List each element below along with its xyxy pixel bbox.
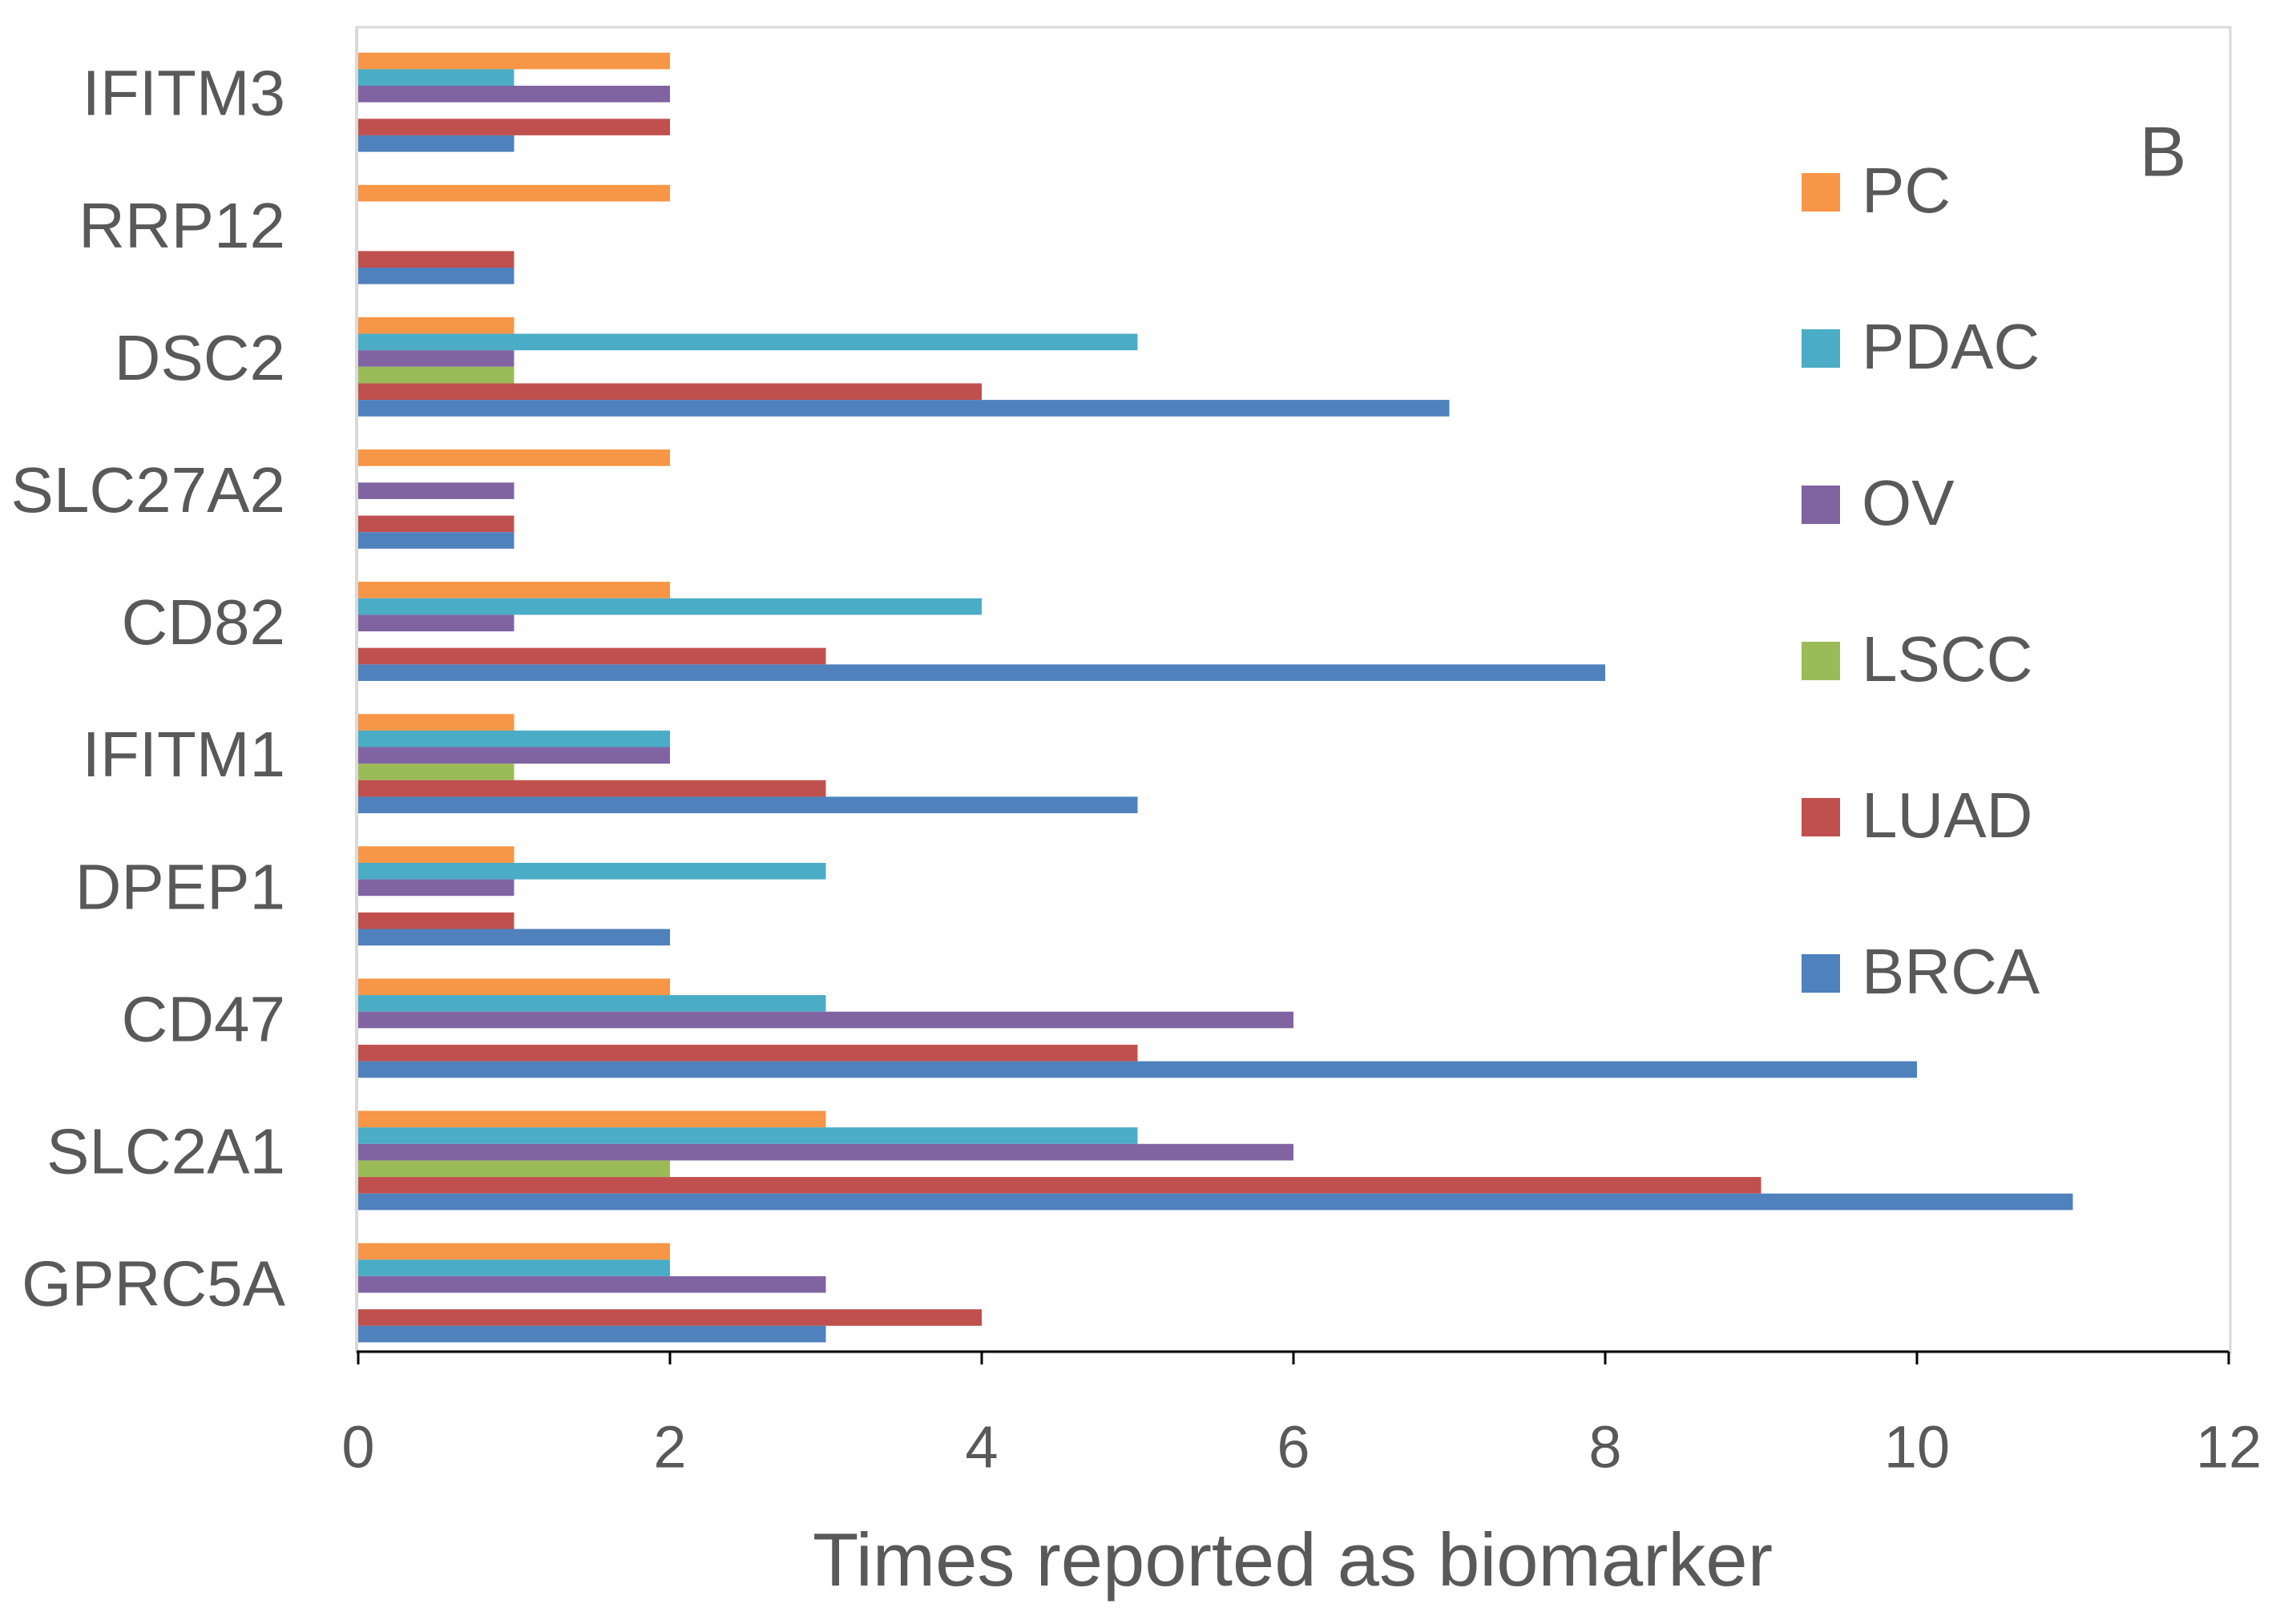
bar [358, 764, 515, 780]
panel-label: B [2140, 111, 2187, 191]
bar [358, 1110, 826, 1128]
bar [358, 85, 670, 103]
y-tick-label: DSC2 [115, 322, 285, 393]
bar [358, 400, 1450, 417]
bar [358, 268, 515, 284]
bar [358, 333, 1138, 351]
bar [358, 184, 670, 202]
bar [358, 747, 670, 764]
bar [358, 1061, 1917, 1078]
bar [358, 383, 982, 401]
legend-label: BRCA [1862, 936, 2040, 1007]
bar [358, 929, 670, 946]
bar [358, 730, 670, 748]
legend-swatch [1802, 173, 1840, 212]
legend-label: PDAC [1862, 311, 2040, 382]
x-tick-label: 0 [341, 1414, 374, 1481]
bar [358, 1011, 1293, 1029]
legend-label: PC [1862, 155, 1951, 226]
legend-swatch [1802, 954, 1840, 993]
bar [358, 796, 1138, 814]
bar [358, 1243, 670, 1260]
bar [358, 69, 515, 86]
legend-swatch [1802, 486, 1840, 524]
bar [358, 1275, 826, 1293]
legend-swatch [1802, 642, 1840, 680]
bar [358, 615, 515, 632]
bar [358, 1044, 1138, 1062]
y-tick-label: SLC2A1 [46, 1115, 285, 1187]
legend-swatch [1802, 798, 1840, 836]
y-tick-label: DPEP1 [75, 851, 285, 922]
y-tick-label: IFITM1 [83, 719, 285, 790]
bar [358, 714, 515, 731]
bar [358, 879, 515, 897]
y-tick-label: RRP12 [79, 190, 285, 261]
bar [358, 350, 515, 367]
x-tick-label: 6 [1277, 1414, 1309, 1481]
bar [358, 52, 670, 70]
bar [358, 515, 515, 533]
bar [358, 1325, 826, 1343]
bar [358, 912, 515, 929]
bar [358, 1127, 1138, 1144]
x-tick-label: 4 [965, 1414, 998, 1481]
x-tick-label: 2 [653, 1414, 686, 1481]
bar [358, 135, 515, 152]
legend-swatch [1802, 329, 1840, 368]
bar [358, 316, 515, 334]
bar [358, 978, 670, 996]
bar [358, 780, 826, 797]
bar [358, 1193, 2073, 1211]
bar [358, 366, 515, 384]
x-tick-label: 10 [1884, 1414, 1950, 1481]
bar [358, 664, 1605, 681]
y-tick-label: CD47 [121, 983, 285, 1054]
bar [358, 1177, 1761, 1194]
legend-label: LSCC [1862, 623, 2032, 695]
legend-label: LUAD [1862, 780, 2032, 851]
bar [358, 482, 515, 499]
bar [358, 995, 826, 1012]
bar [358, 1259, 670, 1276]
bar [358, 532, 515, 549]
x-tick-label: 12 [2196, 1414, 2262, 1481]
bar [358, 1309, 982, 1326]
x-tick-label: 8 [1588, 1414, 1621, 1481]
y-tick-label: GPRC5A [22, 1248, 286, 1320]
legend-label: OV [1862, 467, 1955, 538]
bar [358, 598, 982, 615]
x-axis-title: Times reported as biomarker [813, 1517, 1773, 1602]
bar [358, 846, 515, 863]
bar [358, 647, 826, 665]
bar [358, 251, 515, 268]
bar [358, 1160, 670, 1178]
y-tick-label: IFITM3 [83, 58, 285, 129]
y-tick-label: CD82 [121, 586, 285, 658]
bar [358, 449, 670, 466]
bar [358, 582, 670, 598]
y-tick-label: SLC27A2 [11, 454, 285, 526]
bar [358, 119, 670, 135]
bar [358, 1143, 1293, 1161]
bar [358, 862, 826, 880]
